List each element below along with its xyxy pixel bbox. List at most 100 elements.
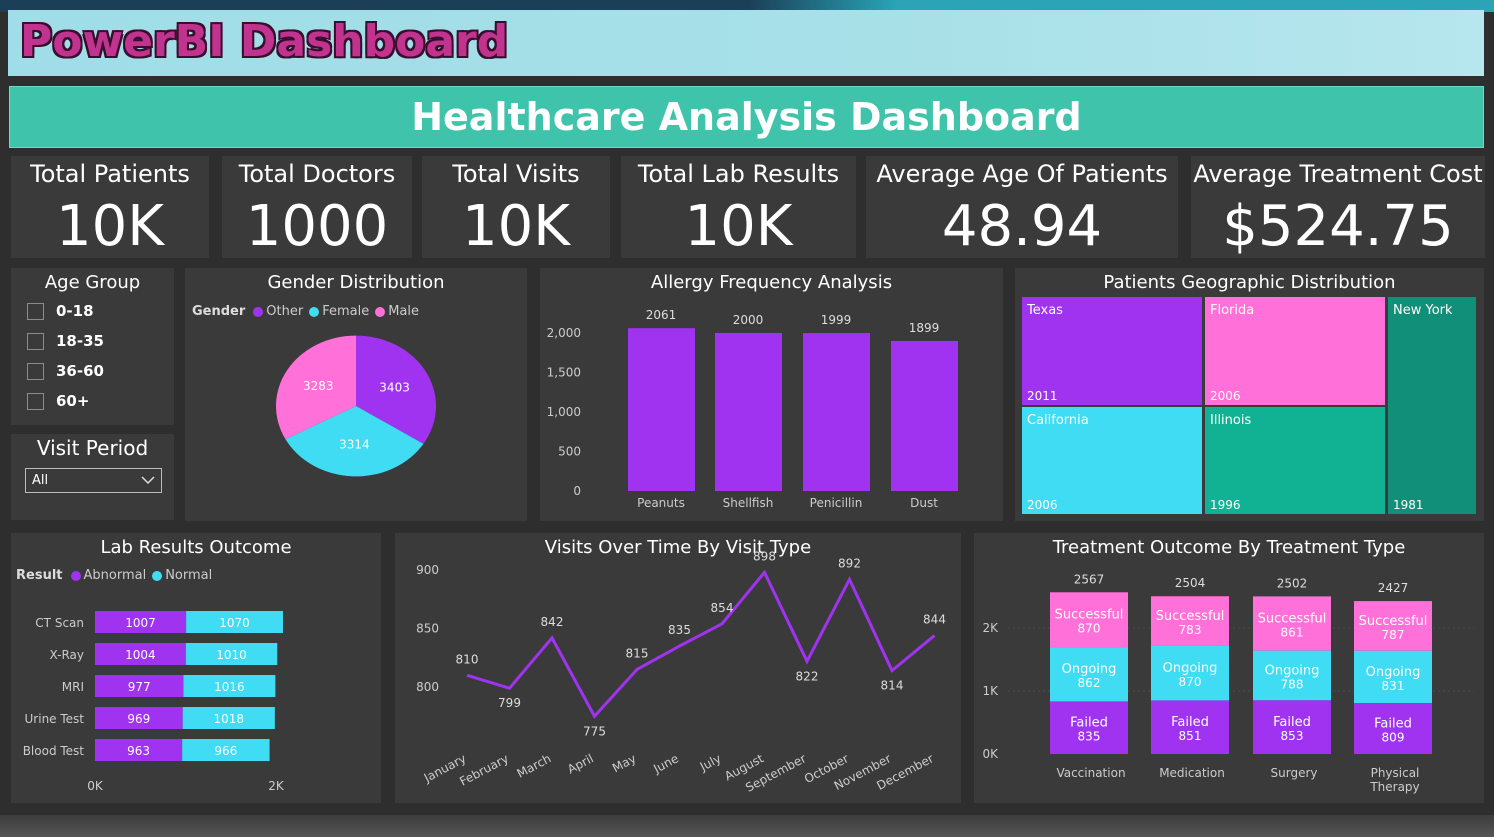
stacked-segment-successful[interactable] bbox=[1050, 592, 1128, 648]
stacked-segment-successful[interactable] bbox=[1151, 596, 1229, 646]
lab-bar-normal[interactable] bbox=[182, 739, 270, 761]
visit-period-title: Visit Period bbox=[36, 436, 149, 460]
kpi-value: 10K bbox=[462, 194, 570, 259]
total-data-label: 2504 bbox=[1175, 576, 1206, 590]
visits-line[interactable] bbox=[466, 569, 936, 719]
stacked-segment-ongoing[interactable] bbox=[1253, 650, 1331, 701]
bar-data-label: 1007 bbox=[125, 616, 156, 630]
legend-item[interactable]: Normal bbox=[152, 568, 212, 583]
bar-data-label: 1070 bbox=[219, 616, 250, 630]
visit-period-dropdown[interactable]: All bbox=[25, 468, 162, 493]
legend-item[interactable]: Abnormal bbox=[70, 568, 146, 583]
dropdown-value: All bbox=[32, 473, 49, 488]
y-category-label: Blood Test bbox=[23, 744, 85, 758]
age-option-36-60[interactable]: 36-60 bbox=[27, 362, 104, 380]
lab-bar-abnormal[interactable] bbox=[95, 739, 183, 761]
bar-data-label: 1016 bbox=[214, 680, 245, 694]
bar-data-label: 1899 bbox=[909, 321, 940, 335]
treatment-outcome-panel: Treatment Outcome By Treatment Type 0K 1K… bbox=[974, 533, 1484, 803]
segment-value-label: 835 bbox=[1078, 730, 1101, 744]
stacked-segment-ongoing[interactable] bbox=[1151, 645, 1229, 701]
legend-item[interactable]: Male bbox=[375, 304, 419, 319]
bar-data-label: 969 bbox=[127, 712, 150, 726]
line-data-label: 815 bbox=[626, 646, 649, 660]
lab-bar-abnormal[interactable] bbox=[95, 643, 186, 665]
allergy-bar-chart[interactable]: 0 500 1,000 1,500 2,000 2061 Peanuts 2000 Shellf… bbox=[540, 268, 1003, 521]
segment-value-label: 853 bbox=[1281, 729, 1304, 743]
segment-name-label: Ongoing bbox=[1265, 663, 1320, 678]
treatment-stacked-bar-chart[interactable]: 0K1K2KFailed835Ongoing862Successful87025… bbox=[974, 533, 1484, 803]
age-group-title: Age Group bbox=[44, 272, 141, 293]
bar-data-label: 1004 bbox=[125, 648, 156, 662]
visits-line-chart[interactable]: 800850900810January799February842March77… bbox=[395, 533, 961, 803]
treemap-cell-new-york[interactable] bbox=[1388, 297, 1476, 514]
treemap-label: Texas bbox=[1026, 303, 1063, 318]
stacked-segment-failed[interactable] bbox=[1354, 703, 1432, 754]
stacked-segment-failed[interactable] bbox=[1151, 700, 1229, 754]
age-option-18-35[interactable]: 18-35 bbox=[27, 332, 104, 350]
line-data-label: 898 bbox=[753, 549, 776, 563]
footer-strip bbox=[0, 815, 1494, 837]
kpi-value: 48.94 bbox=[941, 194, 1103, 259]
bar-data-label: 1018 bbox=[213, 712, 244, 726]
pie-slice-other[interactable] bbox=[356, 335, 437, 444]
checkbox[interactable] bbox=[27, 302, 44, 320]
lab-results-panel: Lab Results Outcome Result Abnormal Norm… bbox=[11, 533, 381, 803]
treemap-value: 2006 bbox=[1210, 389, 1241, 403]
checkbox[interactable] bbox=[27, 332, 44, 350]
lab-bar-abnormal[interactable] bbox=[95, 707, 183, 729]
age-option-0-18[interactable]: 0-18 bbox=[27, 302, 94, 320]
legend-item[interactable]: Female bbox=[309, 304, 369, 319]
checkbox[interactable] bbox=[27, 392, 44, 410]
stacked-segment-ongoing[interactable] bbox=[1354, 650, 1432, 704]
gender-pie-chart[interactable]: 3403 3314 3283 bbox=[185, 268, 527, 521]
stacked-segment-failed[interactable] bbox=[1050, 701, 1128, 754]
treemap-label: Florida bbox=[1210, 303, 1254, 318]
legend-title: Result bbox=[16, 568, 63, 583]
stacked-segment-successful[interactable] bbox=[1253, 596, 1331, 651]
lab-bar-abnormal[interactable] bbox=[95, 611, 187, 633]
treemap-value: 1981 bbox=[1393, 498, 1424, 512]
geo-treemap[interactable]: Texas 2011 Florida 2006 New York 1981 Californ… bbox=[1015, 268, 1484, 521]
line-data-label: 799 bbox=[498, 696, 521, 710]
treemap-cell-illinois[interactable] bbox=[1205, 407, 1385, 514]
stacked-segment-ongoing[interactable] bbox=[1050, 647, 1128, 702]
allergy-bar[interactable] bbox=[803, 333, 870, 491]
treemap-cell-california[interactable] bbox=[1022, 407, 1202, 514]
allergy-bar[interactable] bbox=[628, 328, 695, 491]
pie-data-label: 3283 bbox=[303, 379, 334, 393]
treemap-cell-texas[interactable] bbox=[1022, 297, 1202, 405]
x-tick-label: June bbox=[650, 751, 681, 776]
y-tick-label: 1,500 bbox=[547, 366, 581, 380]
bar-data-label: 2000 bbox=[733, 313, 764, 327]
pie-slice-male[interactable] bbox=[276, 335, 356, 440]
banner: Healthcare Analysis Dashboard bbox=[9, 86, 1484, 148]
legend-label: Male bbox=[388, 304, 420, 319]
allergy-bar[interactable] bbox=[715, 333, 782, 491]
segment-name-label: Failed bbox=[1171, 715, 1209, 730]
line-data-label: 842 bbox=[541, 615, 564, 629]
allergy-bar[interactable] bbox=[891, 340, 958, 491]
checkbox[interactable] bbox=[27, 362, 44, 380]
legend-item[interactable]: Other bbox=[253, 304, 303, 319]
lab-bar-normal[interactable] bbox=[185, 643, 278, 665]
geographic-distribution-panel: Patients Geographic Distribution Texas 20… bbox=[1015, 268, 1484, 521]
allergy-frequency-panel: Allergy Frequency Analysis 0 500 1,000 1,50… bbox=[540, 268, 1003, 521]
stacked-segment-failed[interactable] bbox=[1253, 700, 1331, 754]
treatment-title: Treatment Outcome By Treatment Type bbox=[1052, 537, 1406, 558]
line-data-label: 835 bbox=[668, 623, 691, 637]
age-option-60-plus[interactable]: 60+ bbox=[27, 392, 89, 410]
pie-slice-female[interactable] bbox=[285, 406, 424, 477]
kpi-value: 10K bbox=[684, 194, 793, 259]
lab-bar-abnormal[interactable] bbox=[95, 675, 184, 697]
legend-label: Normal bbox=[165, 568, 213, 583]
kpi-average-treatment-cost: Average Treatment Cost $524.75 bbox=[1191, 156, 1485, 259]
age-option-label: 36-60 bbox=[56, 362, 104, 380]
lab-bar-normal[interactable] bbox=[186, 611, 283, 633]
lab-bar-normal[interactable] bbox=[183, 675, 276, 697]
stacked-segment-successful[interactable] bbox=[1354, 601, 1432, 651]
lab-bar-normal[interactable] bbox=[182, 707, 275, 729]
lab-results-bar-chart[interactable]: CT Scan 1007 1070 X-Ray 1004 1010 MRI 977 1016 Ur… bbox=[11, 533, 381, 803]
x-tick-label: April bbox=[565, 751, 596, 776]
treemap-cell-florida[interactable] bbox=[1205, 297, 1385, 405]
